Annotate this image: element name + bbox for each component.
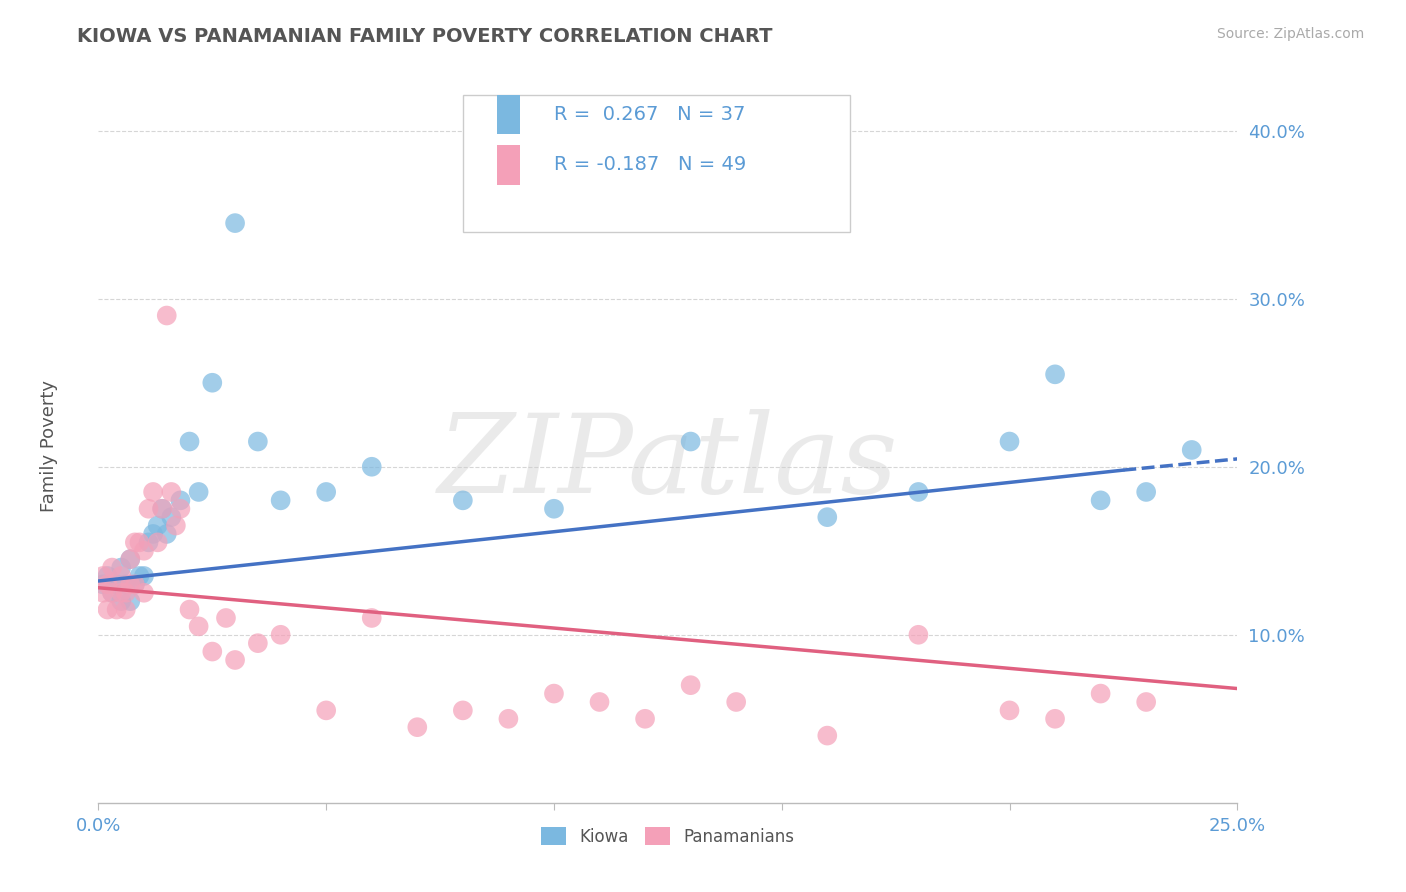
Point <box>146 518 169 533</box>
FancyBboxPatch shape <box>463 95 851 232</box>
Point <box>815 510 838 524</box>
Point <box>101 586 124 600</box>
Point <box>101 560 124 574</box>
Point <box>105 577 128 591</box>
Point <box>120 552 142 566</box>
Point <box>132 586 155 600</box>
Point <box>1135 695 1157 709</box>
Point <box>1043 368 1066 382</box>
Point <box>634 712 657 726</box>
Point <box>142 527 165 541</box>
Point <box>110 586 132 600</box>
FancyBboxPatch shape <box>498 145 520 185</box>
Point <box>1090 687 1112 701</box>
Point <box>1043 712 1066 726</box>
Point <box>451 493 474 508</box>
Point <box>124 577 146 591</box>
FancyBboxPatch shape <box>498 95 520 135</box>
Point <box>270 628 292 642</box>
Point <box>91 569 114 583</box>
Point <box>169 501 191 516</box>
Point <box>132 543 155 558</box>
Point <box>907 485 929 500</box>
Text: Family Poverty: Family Poverty <box>41 380 58 512</box>
Legend: Kiowa, Panamanians: Kiowa, Panamanians <box>534 821 801 852</box>
Point <box>498 712 520 726</box>
Point <box>160 510 183 524</box>
Point <box>406 720 429 734</box>
Point <box>120 552 142 566</box>
Point <box>588 695 610 709</box>
Point <box>224 216 246 230</box>
Point <box>1135 485 1157 500</box>
Point <box>360 611 382 625</box>
Point <box>128 535 150 549</box>
Point <box>96 577 118 591</box>
Point <box>128 569 150 583</box>
Point <box>246 434 269 449</box>
Point <box>215 611 238 625</box>
Point <box>679 434 702 449</box>
Point <box>224 653 246 667</box>
Point <box>96 569 118 583</box>
Point <box>907 628 929 642</box>
Point <box>124 535 146 549</box>
Point <box>315 485 337 500</box>
Point <box>179 602 201 616</box>
Point <box>150 501 173 516</box>
Point <box>270 493 292 508</box>
Point <box>91 577 114 591</box>
Text: R = -0.187   N = 49: R = -0.187 N = 49 <box>554 155 747 174</box>
Point <box>179 434 201 449</box>
Text: R =  0.267   N = 37: R = 0.267 N = 37 <box>554 104 745 124</box>
Point <box>114 577 136 591</box>
Point <box>815 729 838 743</box>
Point <box>543 687 565 701</box>
Point <box>124 577 146 591</box>
Point <box>998 703 1021 717</box>
Text: Source: ZipAtlas.com: Source: ZipAtlas.com <box>1216 27 1364 41</box>
Point <box>156 309 179 323</box>
Point <box>1090 493 1112 508</box>
Point <box>114 602 136 616</box>
Point <box>201 644 224 658</box>
Point <box>201 376 224 390</box>
Point <box>998 434 1021 449</box>
Point <box>105 602 128 616</box>
Point <box>91 586 114 600</box>
Point <box>169 493 191 508</box>
Point <box>246 636 269 650</box>
Text: ZIPatlas: ZIPatlas <box>437 409 898 517</box>
Point <box>360 459 382 474</box>
Point <box>138 501 160 516</box>
Point <box>451 703 474 717</box>
Point <box>165 518 187 533</box>
Point <box>725 695 748 709</box>
Point <box>187 485 209 500</box>
Point <box>114 586 136 600</box>
Point <box>150 501 173 516</box>
Point <box>146 535 169 549</box>
Point <box>101 586 124 600</box>
Point <box>110 569 132 583</box>
Point <box>187 619 209 633</box>
Point <box>160 485 183 500</box>
Point <box>120 594 142 608</box>
Point <box>120 577 142 591</box>
Point <box>142 485 165 500</box>
Point <box>543 501 565 516</box>
Point <box>156 527 179 541</box>
Point <box>138 535 160 549</box>
Point <box>315 703 337 717</box>
Point <box>132 569 155 583</box>
Point <box>1181 442 1204 457</box>
Point <box>110 594 132 608</box>
Point <box>679 678 702 692</box>
Point <box>110 560 132 574</box>
Text: KIOWA VS PANAMANIAN FAMILY POVERTY CORRELATION CHART: KIOWA VS PANAMANIAN FAMILY POVERTY CORRE… <box>77 27 773 45</box>
Point <box>96 602 118 616</box>
